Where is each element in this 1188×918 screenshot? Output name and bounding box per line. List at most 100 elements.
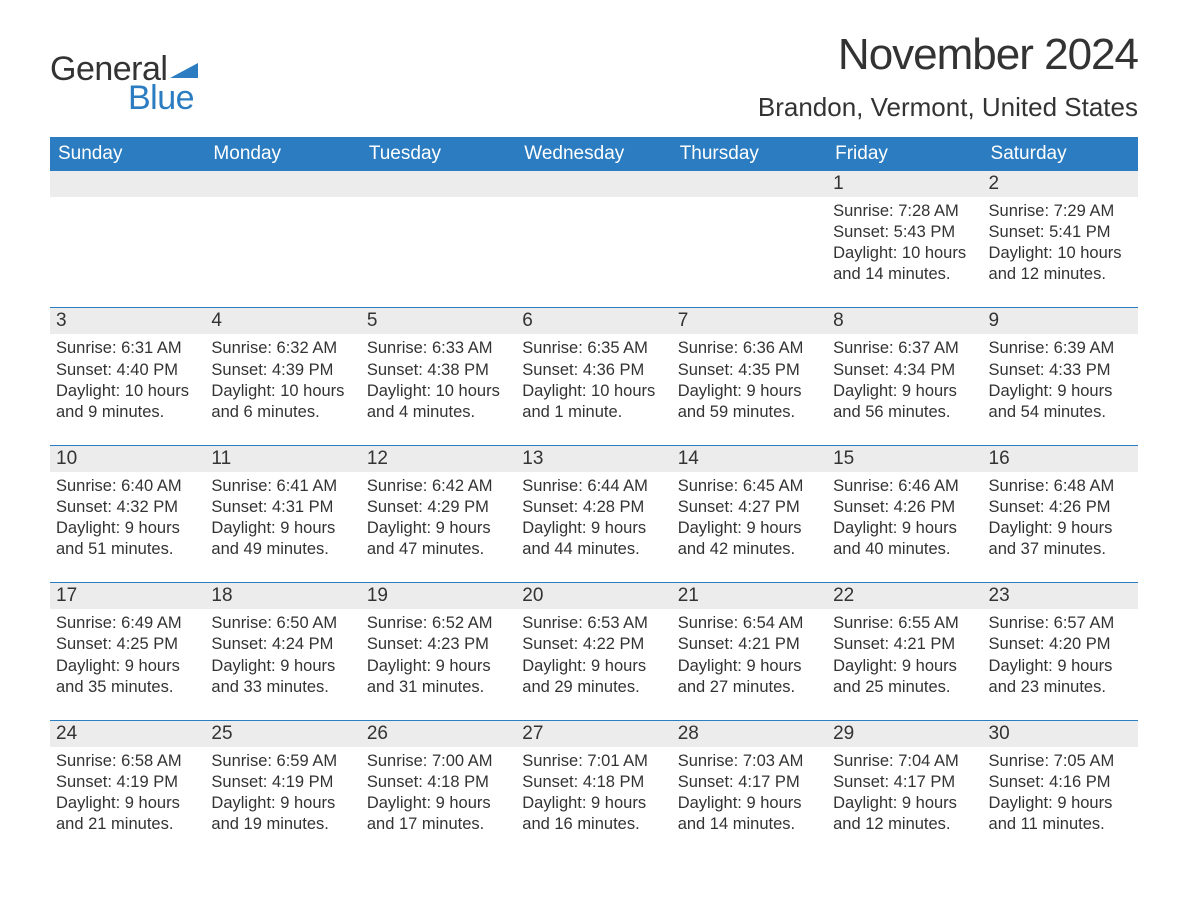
daylight-line: Daylight: 9 hours and 27 minutes. [678, 656, 821, 698]
day-body: Sunrise: 7:29 AMSunset: 5:41 PMDaylight:… [983, 197, 1138, 289]
sunset-value: 4:17 PM [894, 773, 955, 791]
day-number: 21 [672, 583, 827, 609]
day-body: Sunrise: 6:48 AMSunset: 4:26 PMDaylight:… [983, 472, 1138, 564]
sunrise-value: 6:57 AM [1054, 614, 1115, 632]
daylight-line: Daylight: 10 hours and 14 minutes. [833, 243, 976, 285]
week-row: 24Sunrise: 6:58 AMSunset: 4:19 PMDayligh… [50, 720, 1138, 839]
daylight-line: Daylight: 9 hours and 11 minutes. [989, 793, 1132, 835]
day-header-row: SundayMondayTuesdayWednesdayThursdayFrid… [50, 137, 1138, 171]
sunset-label: Sunset: [367, 361, 428, 379]
sunrise-label: Sunrise: [678, 614, 743, 632]
sunset-label: Sunset: [522, 773, 583, 791]
day-number [516, 171, 671, 197]
sunrise-line: Sunrise: 6:52 AM [367, 613, 510, 634]
daylight-line: Daylight: 9 hours and 33 minutes. [211, 656, 354, 698]
daylight-label: Daylight: [989, 657, 1058, 675]
daylight-label: Daylight: [211, 382, 280, 400]
sunset-line: Sunset: 4:20 PM [989, 634, 1132, 655]
sunset-value: 4:38 PM [427, 361, 488, 379]
sunset-value: 4:36 PM [583, 361, 644, 379]
daylight-label: Daylight: [989, 244, 1058, 262]
weeks-container: 1Sunrise: 7:28 AMSunset: 5:43 PMDaylight… [50, 171, 1138, 839]
day-body: Sunrise: 6:44 AMSunset: 4:28 PMDaylight:… [516, 472, 671, 564]
daylight-line: Daylight: 9 hours and 25 minutes. [833, 656, 976, 698]
sunset-label: Sunset: [367, 773, 428, 791]
sunset-line: Sunset: 4:21 PM [833, 634, 976, 655]
day-cell: 27Sunrise: 7:01 AMSunset: 4:18 PMDayligh… [516, 721, 671, 839]
sunrise-value: 7:03 AM [743, 752, 804, 770]
daylight-label: Daylight: [367, 657, 436, 675]
sunset-label: Sunset: [989, 498, 1050, 516]
daylight-line: Daylight: 9 hours and 42 minutes. [678, 518, 821, 560]
daylight-label: Daylight: [833, 794, 902, 812]
daylight-label: Daylight: [522, 382, 591, 400]
sunset-line: Sunset: 4:26 PM [833, 497, 976, 518]
sunset-label: Sunset: [211, 361, 272, 379]
sunrise-label: Sunrise: [833, 339, 898, 357]
sunset-line: Sunset: 4:18 PM [367, 772, 510, 793]
daylight-line: Daylight: 9 hours and 21 minutes. [56, 793, 199, 835]
day-number: 3 [50, 308, 205, 334]
sunrise-value: 6:44 AM [587, 477, 648, 495]
flag-icon [170, 60, 198, 80]
daylight-label: Daylight: [367, 794, 436, 812]
sunrise-value: 7:28 AM [898, 202, 959, 220]
day-cell: 18Sunrise: 6:50 AMSunset: 4:24 PMDayligh… [205, 583, 360, 701]
sunrise-label: Sunrise: [367, 477, 432, 495]
day-header: Tuesday [361, 137, 516, 171]
day-number [205, 171, 360, 197]
daylight-line: Daylight: 9 hours and 14 minutes. [678, 793, 821, 835]
sunset-value: 5:41 PM [1049, 223, 1110, 241]
day-cell: 20Sunrise: 6:53 AMSunset: 4:22 PMDayligh… [516, 583, 671, 701]
day-cell: 1Sunrise: 7:28 AMSunset: 5:43 PMDaylight… [827, 171, 982, 289]
logo: General Blue [50, 30, 198, 118]
day-number: 6 [516, 308, 671, 334]
sunrise-value: 6:58 AM [121, 752, 182, 770]
daylight-label: Daylight: [211, 794, 280, 812]
day-cell: 29Sunrise: 7:04 AMSunset: 4:17 PMDayligh… [827, 721, 982, 839]
daylight-label: Daylight: [833, 382, 902, 400]
sunrise-label: Sunrise: [989, 477, 1054, 495]
empty-cell [205, 171, 360, 289]
sunset-line: Sunset: 4:32 PM [56, 497, 199, 518]
sunrise-line: Sunrise: 7:03 AM [678, 751, 821, 772]
daylight-line: Daylight: 9 hours and 16 minutes. [522, 793, 665, 835]
day-cell: 26Sunrise: 7:00 AMSunset: 4:18 PMDayligh… [361, 721, 516, 839]
day-number: 26 [361, 721, 516, 747]
empty-cell [516, 171, 671, 289]
sunrise-line: Sunrise: 6:42 AM [367, 476, 510, 497]
sunrise-line: Sunrise: 7:29 AM [989, 201, 1132, 222]
sunrise-value: 7:29 AM [1054, 202, 1115, 220]
header: General Blue November 2024 Brandon, Verm… [50, 30, 1138, 123]
daylight-line: Daylight: 9 hours and 47 minutes. [367, 518, 510, 560]
day-cell: 12Sunrise: 6:42 AMSunset: 4:29 PMDayligh… [361, 446, 516, 564]
day-number: 16 [983, 446, 1138, 472]
day-body: Sunrise: 6:46 AMSunset: 4:26 PMDaylight:… [827, 472, 982, 564]
empty-cell [672, 171, 827, 289]
sunrise-value: 7:00 AM [432, 752, 493, 770]
week-row: 1Sunrise: 7:28 AMSunset: 5:43 PMDaylight… [50, 171, 1138, 289]
sunset-value: 4:40 PM [117, 361, 178, 379]
day-body: Sunrise: 6:57 AMSunset: 4:20 PMDaylight:… [983, 609, 1138, 701]
daylight-line: Daylight: 9 hours and 51 minutes. [56, 518, 199, 560]
day-cell: 21Sunrise: 6:54 AMSunset: 4:21 PMDayligh… [672, 583, 827, 701]
location-subtitle: Brandon, Vermont, United States [758, 92, 1138, 123]
day-body: Sunrise: 6:42 AMSunset: 4:29 PMDaylight:… [361, 472, 516, 564]
sunrise-label: Sunrise: [211, 614, 276, 632]
sunset-line: Sunset: 4:36 PM [522, 360, 665, 381]
sunrise-line: Sunrise: 6:41 AM [211, 476, 354, 497]
sunrise-line: Sunrise: 6:31 AM [56, 338, 199, 359]
title-block: November 2024 Brandon, Vermont, United S… [758, 30, 1138, 123]
sunset-value: 4:35 PM [738, 361, 799, 379]
sunrise-label: Sunrise: [367, 614, 432, 632]
sunset-value: 4:17 PM [738, 773, 799, 791]
daylight-line: Daylight: 9 hours and 23 minutes. [989, 656, 1132, 698]
sunrise-label: Sunrise: [833, 614, 898, 632]
daylight-label: Daylight: [367, 519, 436, 537]
sunrise-value: 7:01 AM [587, 752, 648, 770]
sunset-label: Sunset: [56, 498, 117, 516]
sunset-line: Sunset: 4:17 PM [833, 772, 976, 793]
sunrise-label: Sunrise: [989, 339, 1054, 357]
daylight-label: Daylight: [56, 519, 125, 537]
day-body: Sunrise: 7:04 AMSunset: 4:17 PMDaylight:… [827, 747, 982, 839]
